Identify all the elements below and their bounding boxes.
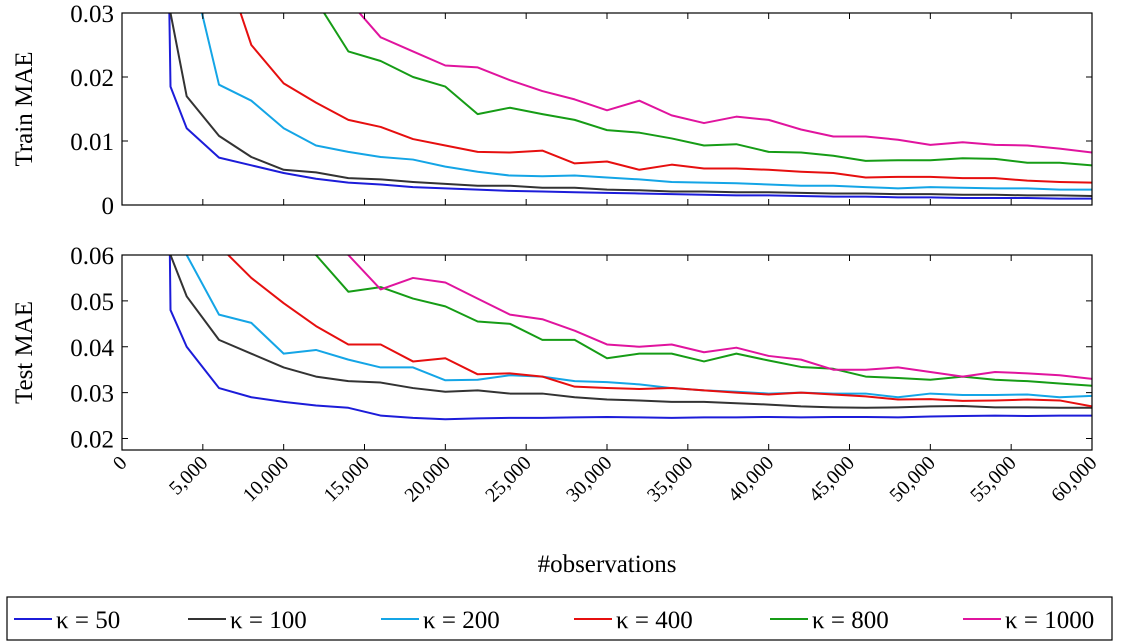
x-tick-label: 30,000 xyxy=(562,452,616,506)
x-tick-label: 35,000 xyxy=(643,452,697,506)
x-tick-label: 40,000 xyxy=(724,452,778,506)
y-tick-label: 0.04 xyxy=(70,335,114,362)
x-tick-label: 25,000 xyxy=(481,452,535,506)
y-tick-label: 0 xyxy=(102,193,115,220)
legend-label: κ = 200 xyxy=(423,607,500,634)
x-tick-label: 55,000 xyxy=(966,452,1020,506)
plot-frame xyxy=(121,12,1093,206)
legend-label: κ = 100 xyxy=(230,607,307,634)
y-tick-label: 0.02 xyxy=(70,65,114,92)
y-tick-label: 0.01 xyxy=(70,129,114,156)
x-axis-label: #observations xyxy=(538,551,677,578)
y-tick-label: 0.05 xyxy=(70,289,114,316)
series-line xyxy=(200,13,1092,191)
series-line xyxy=(226,255,1092,408)
legend-box xyxy=(6,596,1113,641)
series-line xyxy=(169,255,1092,409)
series-line xyxy=(168,255,1092,421)
x-tick-label: 20,000 xyxy=(400,452,454,506)
series-line xyxy=(322,13,1092,167)
y-axis-label: Test MAE xyxy=(11,301,38,404)
x-tick-label: 50,000 xyxy=(885,452,939,506)
legend-label: κ = 400 xyxy=(616,607,693,634)
x-tick-label: 0 xyxy=(109,452,132,475)
y-tick-label: 0.06 xyxy=(70,243,114,270)
legend-label: κ = 800 xyxy=(812,607,889,634)
series-line xyxy=(239,13,1092,184)
series-line xyxy=(314,255,1092,387)
series-line xyxy=(169,13,1092,198)
y-tick-label: 0.02 xyxy=(70,427,114,454)
x-tick-label: 45,000 xyxy=(805,452,859,506)
y-tick-label: 0.03 xyxy=(70,381,114,408)
series-line xyxy=(168,13,1092,200)
x-tick-label: 15,000 xyxy=(320,452,374,506)
plot-frame xyxy=(121,254,1093,451)
legend-label: κ = 1000 xyxy=(1005,607,1094,634)
series-line xyxy=(345,255,1092,380)
series-line xyxy=(185,255,1092,399)
y-axis-label: Train MAE xyxy=(11,51,38,166)
x-tick-label: 60,000 xyxy=(1047,452,1101,506)
x-tick-label: 10,000 xyxy=(239,452,293,506)
x-tick-label: 5,000 xyxy=(165,452,212,499)
series-line xyxy=(358,13,1092,154)
y-tick-label: 0.03 xyxy=(70,1,114,28)
legend-label: κ = 50 xyxy=(56,607,120,634)
